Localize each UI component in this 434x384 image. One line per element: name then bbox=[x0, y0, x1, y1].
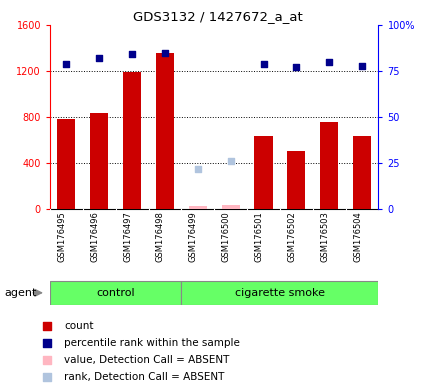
Bar bbox=[188, 206, 207, 209]
Text: GSM176497: GSM176497 bbox=[123, 212, 132, 262]
Text: GSM176500: GSM176500 bbox=[221, 212, 230, 262]
Text: GSM176504: GSM176504 bbox=[352, 212, 361, 262]
Point bbox=[358, 63, 365, 69]
FancyBboxPatch shape bbox=[50, 281, 181, 305]
FancyBboxPatch shape bbox=[181, 281, 378, 305]
Text: agent: agent bbox=[4, 288, 36, 298]
Text: value, Detection Call = ABSENT: value, Detection Call = ABSENT bbox=[64, 355, 229, 365]
Point bbox=[63, 61, 70, 67]
Bar bbox=[254, 136, 272, 209]
Text: GSM176501: GSM176501 bbox=[254, 212, 263, 262]
Point bbox=[43, 374, 50, 380]
Text: GSM176499: GSM176499 bbox=[188, 212, 197, 262]
Bar bbox=[221, 205, 239, 209]
Point bbox=[292, 64, 299, 70]
Text: GSM176498: GSM176498 bbox=[156, 212, 164, 262]
Bar bbox=[352, 136, 370, 209]
Text: GDS3132 / 1427672_a_at: GDS3132 / 1427672_a_at bbox=[132, 10, 302, 23]
Point bbox=[128, 51, 135, 58]
Point bbox=[227, 158, 233, 164]
Bar bbox=[123, 72, 141, 209]
Point bbox=[43, 357, 50, 363]
Text: GSM176496: GSM176496 bbox=[90, 212, 99, 262]
Text: count: count bbox=[64, 321, 93, 331]
Text: GSM176502: GSM176502 bbox=[287, 212, 296, 262]
Text: rank, Detection Call = ABSENT: rank, Detection Call = ABSENT bbox=[64, 372, 224, 382]
Text: cigarette smoke: cigarette smoke bbox=[234, 288, 324, 298]
Bar bbox=[286, 151, 305, 209]
Point bbox=[95, 55, 102, 61]
Point bbox=[43, 323, 50, 329]
Bar bbox=[155, 53, 174, 209]
Text: GSM176503: GSM176503 bbox=[319, 212, 329, 262]
Point bbox=[161, 50, 168, 56]
Bar bbox=[57, 119, 76, 209]
Bar bbox=[90, 113, 108, 209]
Bar bbox=[319, 122, 338, 209]
Point bbox=[260, 61, 266, 67]
Text: control: control bbox=[96, 288, 135, 298]
Point bbox=[194, 166, 201, 172]
Point bbox=[325, 59, 332, 65]
Point bbox=[43, 340, 50, 346]
Text: percentile rank within the sample: percentile rank within the sample bbox=[64, 338, 240, 348]
Text: GSM176495: GSM176495 bbox=[57, 212, 66, 262]
